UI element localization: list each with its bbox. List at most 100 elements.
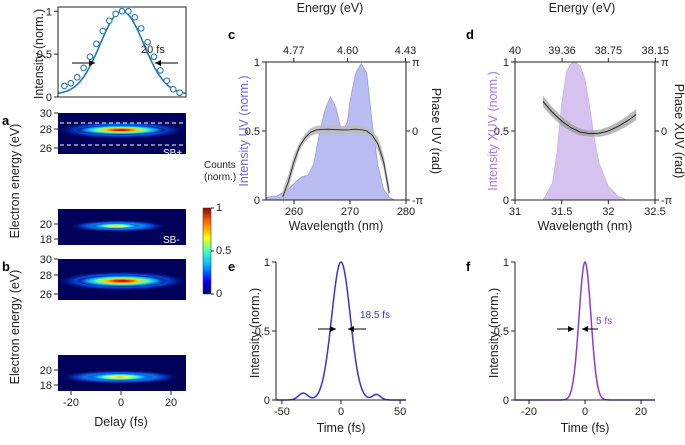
panel-e-fwhm-label: 18.5 fs bbox=[360, 310, 390, 321]
xuv-pulse-line bbox=[515, 261, 655, 401]
panel-b-xticks: -20 0 20 bbox=[63, 391, 177, 409]
sb-plus-label: SB+ bbox=[163, 148, 182, 159]
top-data-point bbox=[144, 38, 151, 46]
panel-c-letter: c bbox=[228, 27, 235, 42]
top-data-point bbox=[137, 25, 145, 32]
e-ytick-2: 1 bbox=[264, 257, 270, 269]
panel-d-xlabel: Wavelength (nm) bbox=[538, 219, 633, 233]
heatmap-b-lower-peak bbox=[86, 373, 154, 381]
top-data-point bbox=[112, 10, 119, 18]
e-xtick-0: -50 bbox=[274, 406, 290, 418]
panel-b-ylabel: Electron energy (eV) bbox=[8, 270, 22, 385]
top-data-point bbox=[176, 89, 183, 97]
d-top-tick-0: 40 bbox=[509, 45, 521, 57]
panel-f-letter: f bbox=[466, 259, 471, 274]
panel-b-yticks: 18 20 26 28 30 bbox=[40, 254, 58, 392]
panel-f-ylabel: Intensity (norm.) bbox=[487, 288, 501, 378]
top-yticks: 00.51 bbox=[37, 6, 58, 104]
top-data-point bbox=[163, 77, 171, 85]
top-data-point bbox=[61, 82, 68, 90]
panel-a-letter: a bbox=[2, 113, 10, 128]
d-ytick-1: 0.5 bbox=[494, 126, 509, 138]
sb-minus-label: SB- bbox=[163, 235, 180, 246]
c-ytick-2: 1 bbox=[254, 57, 260, 69]
colorbar-tick-2: 1 bbox=[216, 202, 222, 214]
b-ytick-3: 28 bbox=[40, 270, 52, 282]
d-xtick-1: 31.5 bbox=[551, 206, 572, 218]
top-data-point bbox=[73, 73, 81, 81]
d-xtick-3: 32.5 bbox=[644, 206, 665, 218]
xuv-phase-line bbox=[542, 100, 637, 135]
panel-a-yticks: 18 20 26 28 30 bbox=[40, 108, 58, 246]
panel-d-ylabel: Intensity XUV (norm.) bbox=[486, 71, 500, 190]
top-data-point bbox=[131, 13, 139, 21]
uv-phase-line bbox=[282, 128, 390, 198]
b-xtick-2: 20 bbox=[165, 397, 177, 409]
panel-d-right-ticks: π 0 -π bbox=[655, 57, 673, 207]
panel-c-xlabel: Wavelength (nm) bbox=[289, 219, 384, 233]
d-top-tick-3: 38.15 bbox=[642, 45, 670, 57]
c-right-tick-2: -π bbox=[412, 195, 424, 207]
panel-e-axes bbox=[275, 262, 406, 401]
top-ytick-1: 0.5 bbox=[37, 49, 52, 61]
d-ytick-0: 0 bbox=[503, 195, 509, 207]
panel-a-ylabel: Electron energy (eV) bbox=[8, 124, 22, 239]
b-xtick-1: 0 bbox=[118, 397, 124, 409]
d-top-tick-1: 39.36 bbox=[548, 45, 576, 57]
top-fwhm-label: 20 fs bbox=[141, 44, 165, 56]
top-data-point bbox=[169, 85, 177, 93]
f-ytick-0: 0 bbox=[503, 395, 509, 407]
d-xtick-2: 32 bbox=[602, 206, 614, 218]
top-axes-frame bbox=[57, 6, 187, 98]
panel-e-letter: e bbox=[228, 259, 235, 274]
top-data-point bbox=[157, 67, 164, 74]
panel-d-top-label: Energy (eV) bbox=[549, 1, 616, 15]
e-xtick-1: 0 bbox=[338, 406, 344, 418]
panel-f-xticks: -20 0 20 bbox=[521, 400, 647, 418]
d-right-tick-0: π bbox=[661, 57, 669, 69]
f-ytick-1: 0.5 bbox=[494, 326, 509, 338]
d-top-tick-2: 38.75 bbox=[595, 45, 623, 57]
panel-a: a Electron energy (eV) SB+ SB- 18 20 26 28 3… bbox=[2, 108, 186, 246]
d-ytick-2: 1 bbox=[503, 57, 509, 69]
panel-e-ylabel: Intensity (norm.) bbox=[248, 288, 262, 378]
colorbar-bar bbox=[202, 207, 212, 295]
top-data-point bbox=[80, 64, 87, 72]
a-ytick-3: 28 bbox=[40, 124, 52, 136]
panel-c-yticks: 00.51 bbox=[245, 57, 266, 207]
top-ylabel: Intensity (norm.) bbox=[32, 9, 46, 99]
c-top-tick-0: 4.77 bbox=[283, 45, 304, 57]
b-ytick-1: 20 bbox=[40, 365, 52, 377]
f-xtick-2: 20 bbox=[635, 406, 647, 418]
c-right-tick-0: π bbox=[412, 57, 420, 69]
panel-f-xlabel: Time (fs) bbox=[561, 421, 610, 435]
c-xtick-1: 270 bbox=[341, 206, 359, 218]
heatmap-b-upper-peak bbox=[76, 275, 168, 287]
panel-f-axes bbox=[514, 262, 655, 401]
panel-c: c Energy (eV) 4.77 4.60 4.43 00.51 π0-π 26… bbox=[228, 1, 443, 233]
colorbar-tick-1: 0.5 bbox=[216, 245, 231, 257]
top-data-point bbox=[99, 27, 107, 35]
panel-d-letter: d bbox=[466, 27, 474, 42]
uv-pulse-line bbox=[276, 261, 406, 401]
colorbar: Counts (norm.) 00.51 bbox=[202, 160, 236, 300]
d-right-tick-1: 0 bbox=[661, 126, 667, 138]
top-data-point bbox=[105, 17, 113, 25]
b-ytick-4: 30 bbox=[40, 254, 52, 266]
panel-b-letter: b bbox=[2, 259, 10, 274]
colorbar-subtitle: (norm.) bbox=[204, 172, 236, 183]
panel-c-ylabel: Intensity UV (norm.) bbox=[237, 75, 251, 186]
top-ytick-2: 1 bbox=[46, 6, 52, 18]
panel-f-fwhm-label: 5 fs bbox=[596, 316, 612, 327]
panel-d: d Energy (eV) 40 39.36 38.75 38.15 0 0.5 1 π 0… bbox=[466, 1, 685, 233]
panel-d-right-ylabel: Phase XUV (rad) bbox=[672, 84, 685, 178]
b-xtick-0: -20 bbox=[63, 397, 79, 409]
panel-f-yticks: 00.51 bbox=[494, 257, 515, 407]
top-data-point bbox=[150, 53, 158, 61]
e-ytick-0: 0 bbox=[264, 395, 270, 407]
top-data-point bbox=[67, 79, 75, 87]
d-right-tick-2: -π bbox=[661, 195, 673, 207]
panel-d-top-ticks: 40 39.36 38.75 38.15 bbox=[509, 45, 669, 62]
panel-c-right-ticks: π 0 -π bbox=[406, 57, 424, 207]
